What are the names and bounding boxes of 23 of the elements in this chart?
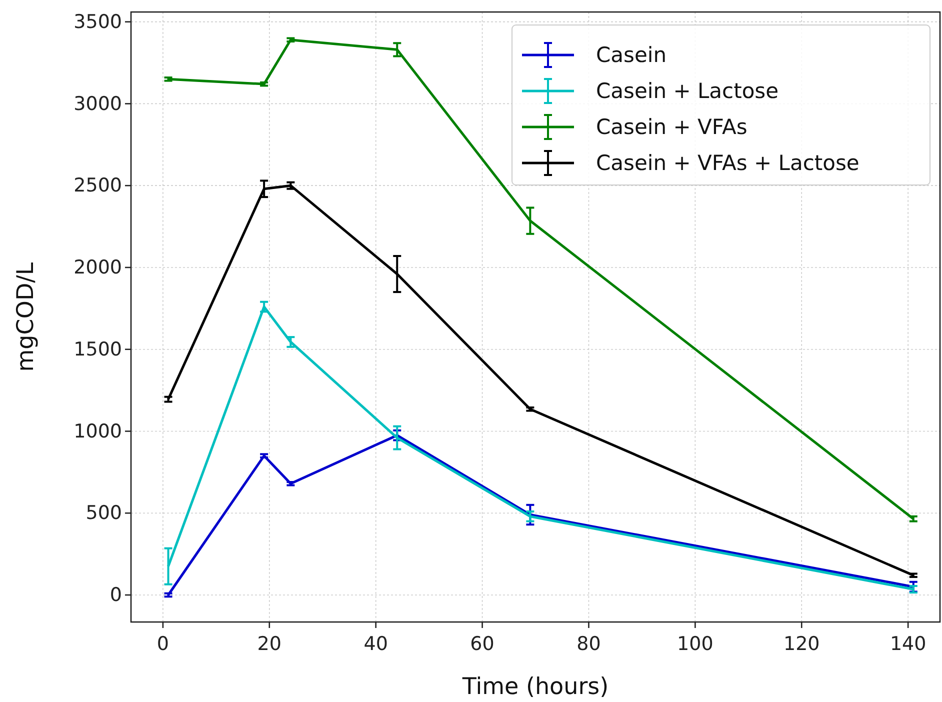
y-tick-label: 3500 xyxy=(74,10,122,33)
legend-label: Casein + Lactose xyxy=(596,79,779,103)
y-tick-label: 2500 xyxy=(74,174,122,197)
legend-label: Casein xyxy=(596,43,667,67)
y-tick-label: 0 xyxy=(110,584,122,606)
x-tick-label: 120 xyxy=(783,633,820,655)
x-tick-label: 140 xyxy=(890,633,926,655)
y-tick-label: 500 xyxy=(86,502,122,524)
x-tick-label: 100 xyxy=(677,633,714,655)
x-axis-title: Time (hours) xyxy=(461,674,609,700)
legend-label: Casein + VFAs xyxy=(596,115,748,139)
y-tick-label: 2000 xyxy=(74,256,122,279)
y-tick-label: 3000 xyxy=(74,92,122,115)
x-tick-label: 40 xyxy=(364,633,388,655)
y-axis-title: mgCOD/L xyxy=(13,262,39,372)
y-tick-label: 1000 xyxy=(74,420,122,442)
x-tick-label: 60 xyxy=(470,633,494,655)
x-tick-label: 0 xyxy=(156,633,169,655)
y-tick-label: 1500 xyxy=(74,338,122,360)
x-tick-label: 20 xyxy=(257,633,282,655)
x-tick-label: 80 xyxy=(576,633,601,655)
line-series xyxy=(167,306,915,590)
legend-label: Casein + VFAs + Lactose xyxy=(596,151,860,175)
